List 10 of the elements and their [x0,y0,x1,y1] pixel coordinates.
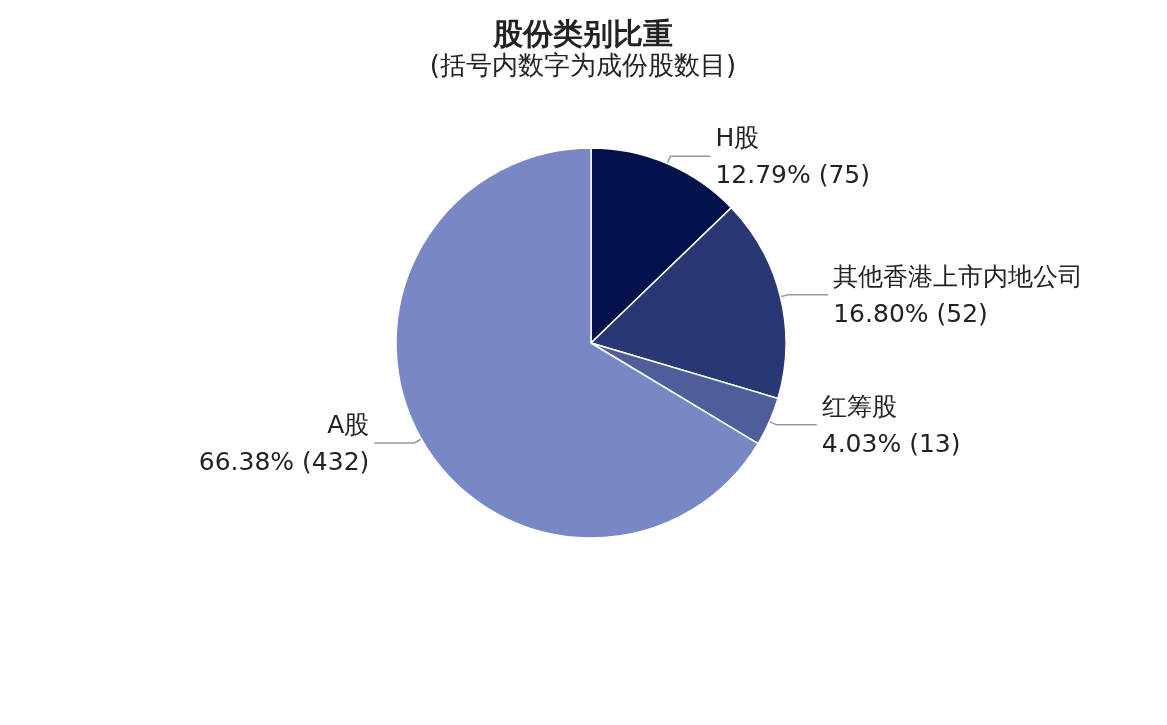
data-label: 16.80% (52) [833,298,988,328]
chart-title: 股份类别比重 [492,15,673,51]
data-label: 12.79% (75) [715,160,870,190]
slice-label: 其他香港上市内地公司 [833,261,1084,291]
data-label: 4.03% (13) [821,428,961,458]
data-label: 66.38% (432) [198,446,370,476]
chart-subtitle: (括号内数字为成份股数目) [429,50,737,80]
slice-label: A股 [327,409,370,439]
slice-label: 红筹股 [821,391,897,421]
slice-label: H股 [715,123,760,153]
